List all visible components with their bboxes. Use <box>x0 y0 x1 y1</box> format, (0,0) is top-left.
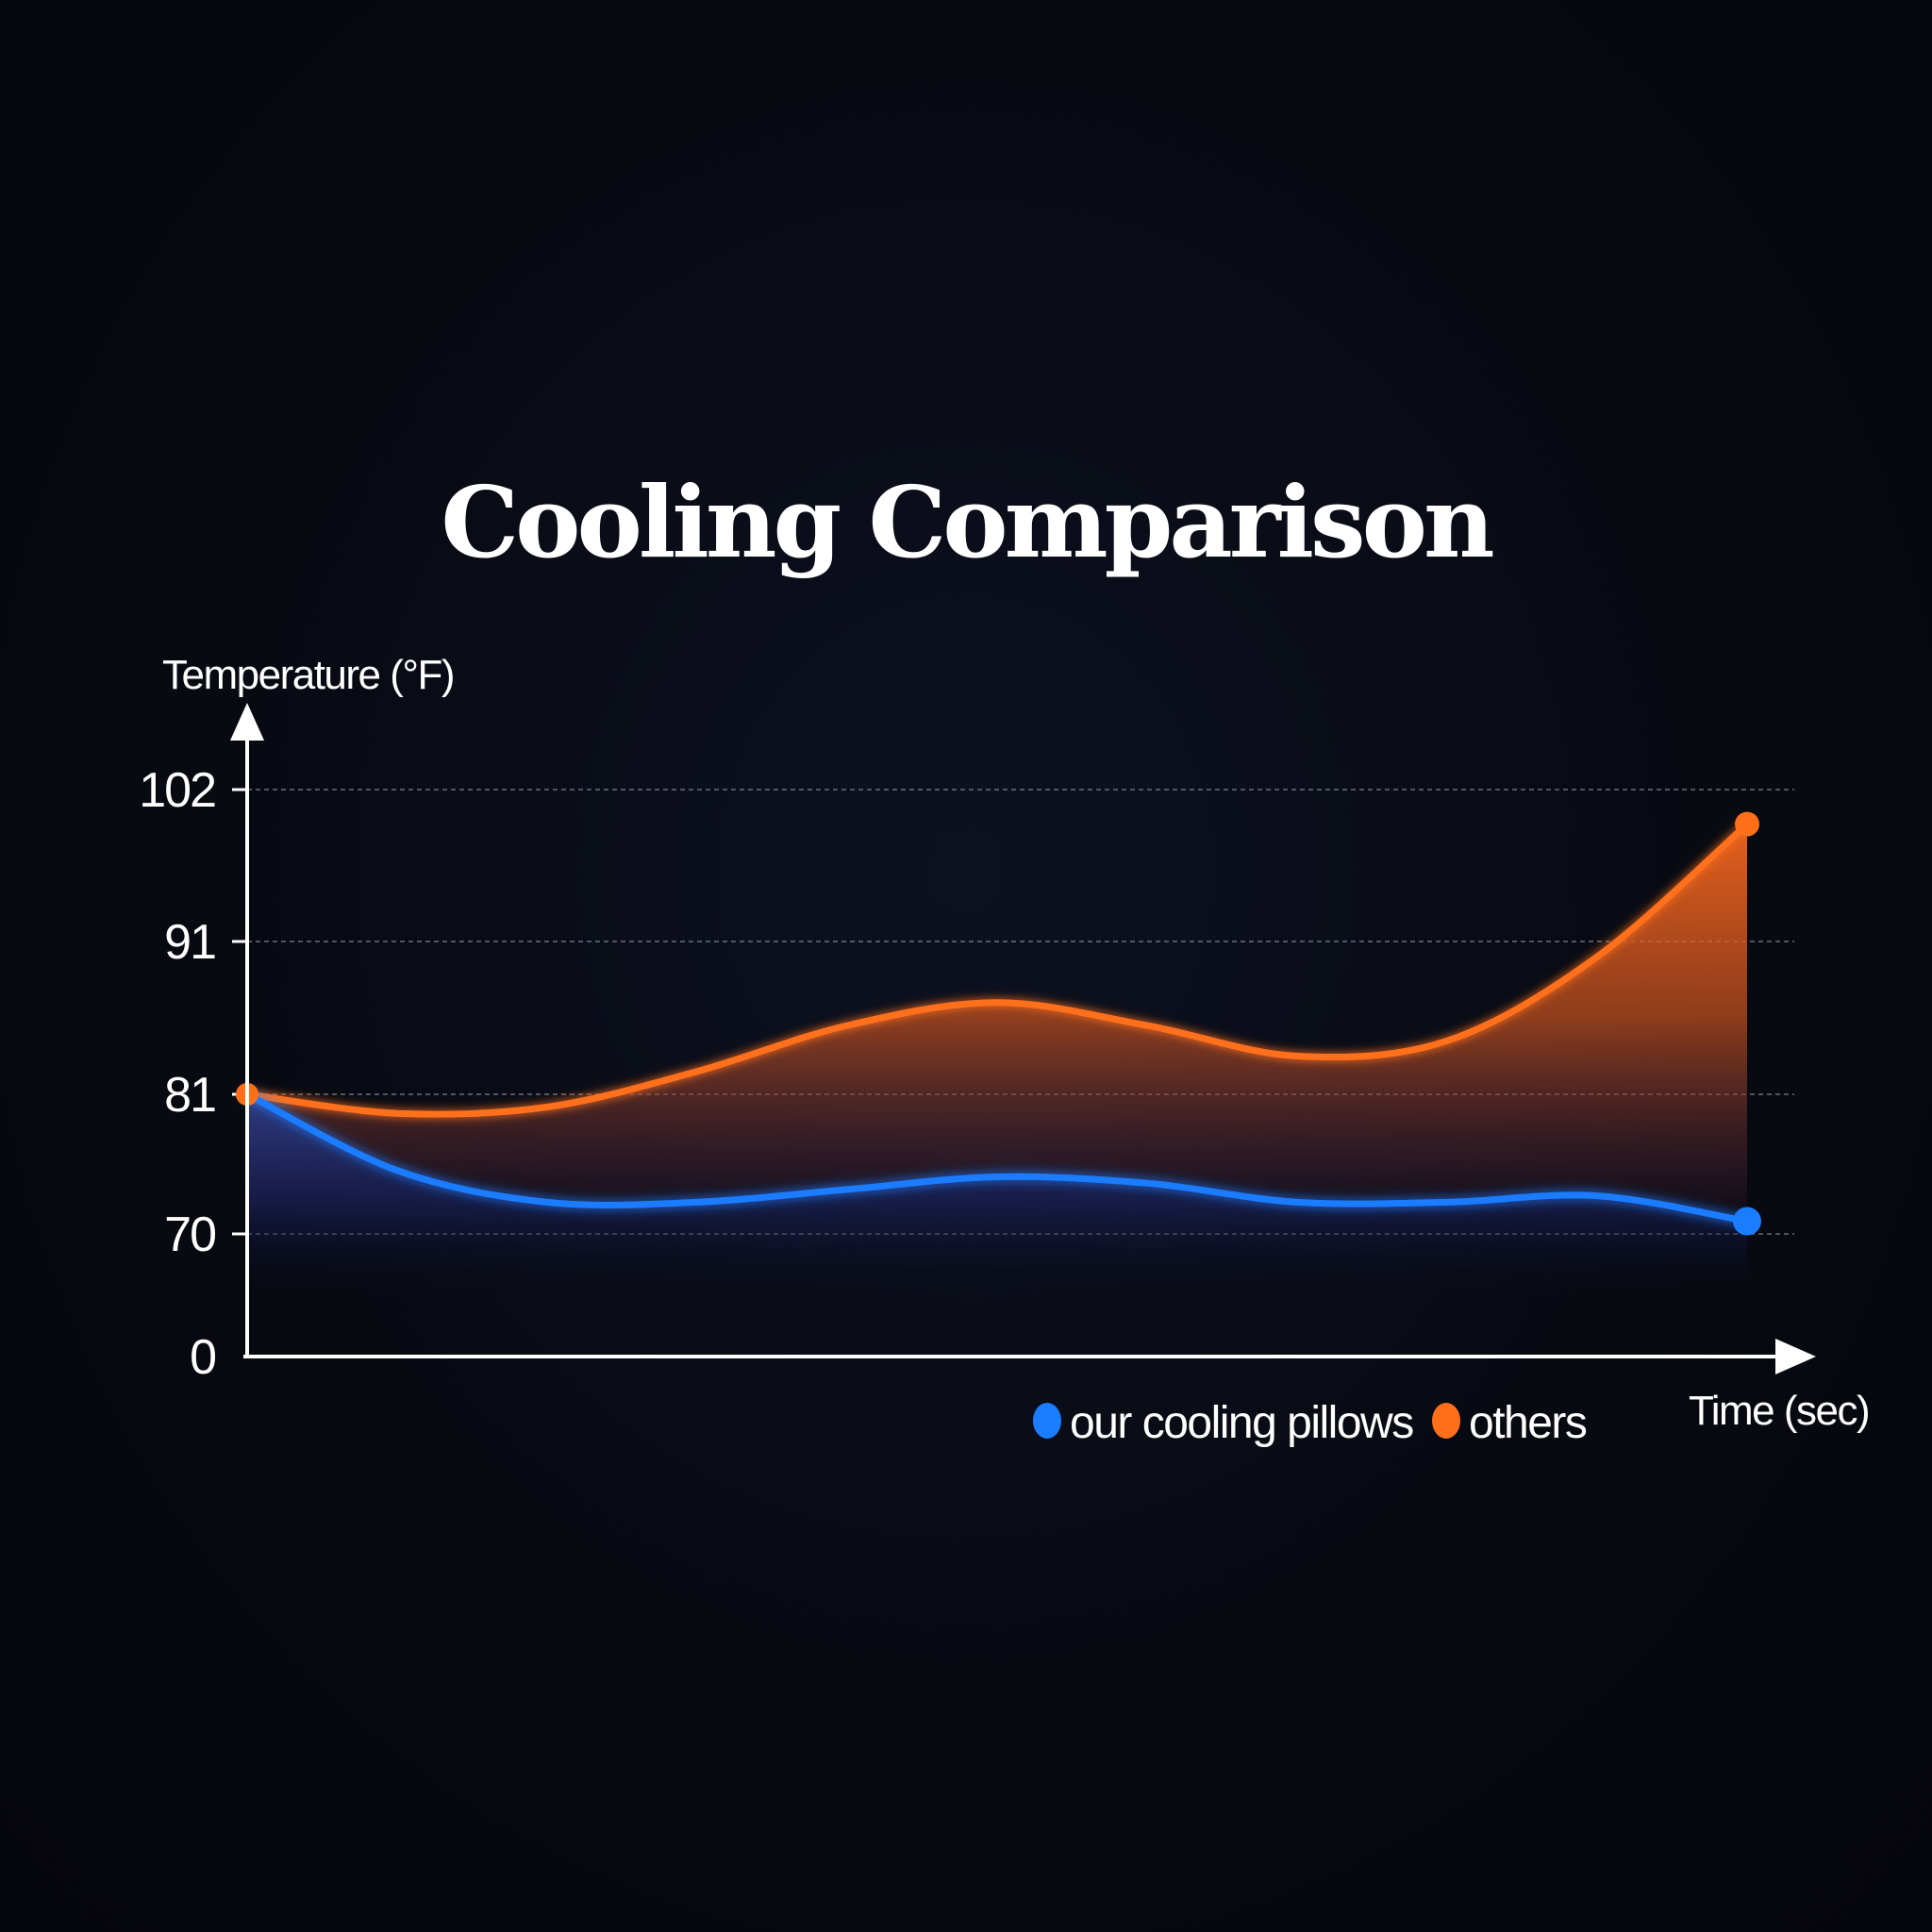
others-line <box>243 821 1751 1118</box>
legend: our cooling pillows others <box>1033 1398 1588 1448</box>
our-cooling-pillows-area <box>247 1094 1747 1294</box>
y-tick-label-102: 102 <box>139 763 215 818</box>
y-tick-label-81: 81 <box>164 1068 215 1123</box>
x-axis-label: Time (sec) <box>1689 1388 1869 1434</box>
legend-label-others: others <box>1469 1398 1587 1448</box>
others-end-marker <box>1735 811 1759 837</box>
others-area <box>247 824 1747 1255</box>
y-axis-label: Temperature (°F) <box>162 652 454 698</box>
legend-swatch-others <box>1432 1403 1460 1439</box>
y-tick-label-70: 70 <box>164 1208 215 1262</box>
legend-swatch-our-cooling-pillows <box>1033 1403 1061 1439</box>
y-tick-label-0: 0 <box>190 1330 215 1385</box>
chart-title: Cooling Comparison <box>441 464 1493 580</box>
y-tick-labels: 0 70 81 91 102 <box>139 763 217 1385</box>
our-cooling-pillows-end-marker <box>1733 1207 1761 1236</box>
legend-label-our-cooling-pillows: our cooling pillows <box>1070 1398 1413 1448</box>
y-axis-arrow <box>230 703 264 741</box>
our-cooling-pillows-line <box>243 1091 1751 1224</box>
x-axis-arrow <box>1775 1339 1816 1374</box>
y-tick-label-91: 91 <box>164 915 215 970</box>
